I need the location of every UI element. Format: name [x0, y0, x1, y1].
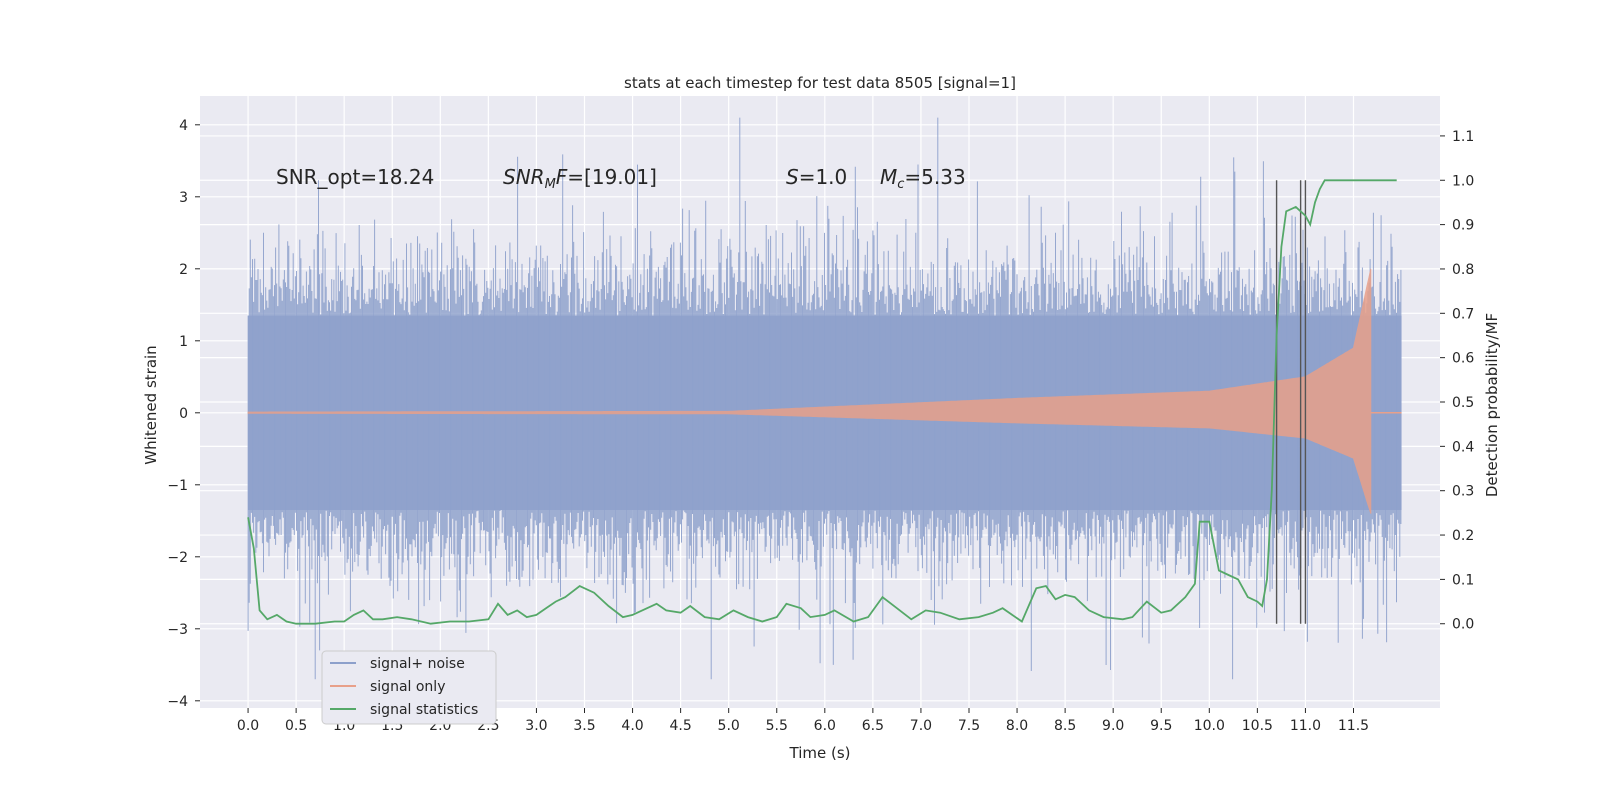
x-tick-label: 0.0 — [237, 718, 259, 734]
x-axis-ticks: 0.0 0.5 1.0 1.5 2.0 2.5 3.0 3.5 4.0 4.5 5.0 5.5 6.0 6… — [237, 708, 1369, 734]
y-tick-label: 1 — [179, 334, 188, 350]
y2-tick-label: 0.0 — [1452, 617, 1474, 633]
x-tick-label: 6.5 — [862, 718, 884, 734]
x-tick-label: 8.0 — [1006, 718, 1028, 734]
x-tick-label: 4.5 — [669, 718, 691, 734]
vertical-marker-lines — [1275, 180, 1307, 624]
legend-label-signal-only: signal only — [370, 679, 445, 695]
y2-tick-label: 0.3 — [1452, 484, 1474, 500]
x-tick-label: 9.5 — [1150, 718, 1172, 734]
chirp-envelope — [247, 268, 1372, 514]
x-tick-label: 8.5 — [1054, 718, 1076, 734]
legend-label-signal-noise: signal+ noise — [370, 656, 465, 672]
y2-axis-label: Detection probability/MF — [1483, 313, 1501, 497]
x-tick-label: 10.0 — [1194, 718, 1225, 734]
statistics-line — [247, 179, 1397, 625]
y2-tick-label: 0.5 — [1452, 395, 1474, 411]
y2-axis-ticks: 1.1 1.0 0.9 0.8 0.7 0.6 0.5 0.4 0.3 0.2 0.1 0.0 — [1440, 129, 1474, 633]
y2-tick-label: 0.6 — [1452, 351, 1474, 367]
y-tick-label: 4 — [179, 118, 188, 134]
annotation-s: S=1.0 — [786, 165, 847, 189]
x-tick-label: 5.0 — [718, 718, 740, 734]
x-tick-label: 3.5 — [573, 718, 595, 734]
legend: signal+ noise signal only signal statist… — [321, 650, 497, 725]
series-signal-only — [247, 268, 1402, 514]
annotation-snr-mf: SNRMF=[19.01] — [503, 165, 657, 192]
x-tick-label: 7.0 — [910, 718, 932, 734]
y-tick-label: −3 — [167, 622, 188, 638]
annotation-snr-opt: SNR_opt=18.24 — [276, 165, 434, 189]
y-tick-label: −1 — [167, 478, 188, 494]
x-tick-label: 3.0 — [525, 718, 547, 734]
y-tick-label: 0 — [179, 406, 188, 422]
annotation-mc: Mc=5.33 — [880, 165, 966, 192]
y2-tick-label: 0.4 — [1452, 439, 1474, 455]
y-axis-ticks: 4 3 2 1 0 −1 −2 −3 −4 — [167, 118, 200, 710]
y2-tick-label: 0.8 — [1452, 262, 1474, 278]
series-signal-statistics — [247, 179, 1397, 625]
x-tick-label: 4.0 — [621, 718, 643, 734]
x-tick-label: 7.5 — [958, 718, 980, 734]
y-axis-label: Whitened strain — [142, 345, 160, 464]
x-tick-label: 5.5 — [766, 718, 788, 734]
chart-title: stats at each timestep for test data 850… — [624, 74, 1016, 92]
x-axis-label: Time (s) — [789, 744, 851, 762]
y2-tick-label: 1.1 — [1452, 129, 1474, 145]
x-tick-label: 10.5 — [1242, 718, 1273, 734]
x-tick-label: 11.5 — [1338, 718, 1369, 734]
y2-tick-label: 0.9 — [1452, 218, 1474, 234]
y-tick-label: 2 — [179, 262, 188, 278]
x-tick-label: 11.0 — [1290, 718, 1321, 734]
y-tick-label: −4 — [167, 694, 188, 710]
y2-tick-label: 0.1 — [1452, 572, 1474, 588]
y2-tick-label: 1.0 — [1452, 173, 1474, 189]
y2-tick-label: 0.2 — [1452, 528, 1474, 544]
x-tick-label: 9.0 — [1102, 718, 1124, 734]
y2-tick-label: 0.7 — [1452, 306, 1474, 322]
x-tick-label: 0.5 — [285, 718, 307, 734]
y-tick-label: −2 — [167, 550, 188, 566]
legend-label-signal-statistics: signal statistics — [370, 702, 478, 718]
legend-box — [321, 650, 497, 725]
x-tick-label: 6.0 — [814, 718, 836, 734]
y-tick-label: 3 — [179, 190, 188, 206]
